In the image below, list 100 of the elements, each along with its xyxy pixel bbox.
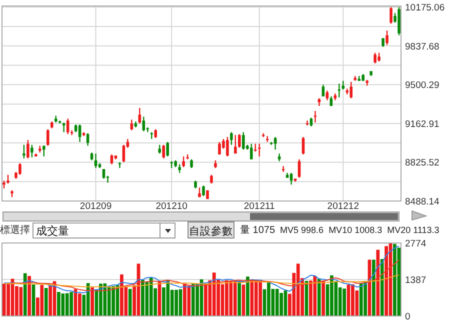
bar (296, 264, 300, 316)
candlestick (302, 136, 305, 156)
text: 標選擇 (0, 224, 30, 236)
y-tick-label: 10175.06 (405, 2, 445, 14)
bar (128, 288, 132, 316)
candlestick (322, 84, 325, 97)
text: MV20 1113.3 (387, 225, 440, 235)
bar (397, 248, 401, 316)
bar (57, 292, 60, 316)
bar (238, 280, 241, 316)
candlestick (30, 144, 34, 158)
bar (65, 293, 69, 316)
bar (204, 284, 208, 316)
line-series (8, 260, 400, 292)
candlestick (314, 110, 317, 124)
bar (364, 280, 367, 316)
candlestick (22, 144, 26, 159)
bar (280, 292, 283, 316)
candlestick (162, 144, 165, 159)
candlestick (62, 122, 66, 133)
bar (351, 284, 354, 316)
text: 自設參數 (189, 224, 233, 238)
bar (103, 283, 107, 316)
bar (376, 250, 380, 316)
bar (275, 288, 279, 316)
text: MV5 998.6 (280, 225, 324, 235)
candlestick (390, 6, 392, 24)
bar (86, 283, 90, 316)
bar (44, 288, 48, 316)
candlestick (46, 128, 50, 146)
candlestick (42, 145, 46, 158)
bar (229, 280, 233, 316)
bar (107, 286, 111, 316)
line-series (4, 274, 400, 288)
candlestick (350, 81, 353, 99)
candlestick (238, 134, 241, 148)
candlestick (298, 158, 301, 178)
candlestick (282, 165, 285, 173)
line-series (4, 246, 400, 294)
bar (330, 275, 334, 316)
candlestick (26, 139, 30, 159)
bar (183, 284, 186, 316)
y-tick-label: 9162.91 (405, 118, 440, 130)
bar (317, 278, 321, 316)
bar (99, 284, 102, 316)
bar (258, 280, 262, 316)
bar (359, 283, 363, 316)
bar (145, 282, 149, 316)
candlestick (138, 107, 142, 124)
bar (313, 276, 317, 316)
y-tick-label: 9500.29 (405, 80, 440, 92)
candlestick (274, 136, 277, 150)
candlestick (226, 136, 229, 158)
bar (112, 286, 115, 316)
bar (70, 292, 73, 316)
candlestick (230, 132, 233, 146)
bar (212, 272, 216, 316)
bar (384, 246, 388, 316)
candlestick (202, 184, 205, 197)
bar (393, 244, 396, 316)
text: MV10 1008.3 (328, 225, 382, 235)
y-tick-label: 8825.52 (405, 158, 440, 169)
candlestick (18, 162, 22, 176)
x-tick-label: 201211 (244, 201, 275, 212)
candlestick (166, 141, 169, 158)
bar (191, 284, 195, 316)
bar (322, 280, 325, 316)
bar (149, 278, 153, 316)
x-tick-label: 201212 (327, 201, 359, 212)
y-tick-label: 8488.14 (405, 196, 440, 208)
candlestick (130, 119, 134, 131)
text: 成交量 (36, 224, 69, 238)
y-tick-label: 2774 (405, 238, 426, 250)
candlestick (250, 143, 253, 160)
bar (187, 286, 191, 316)
bar (61, 294, 65, 316)
candlestick (326, 90, 329, 101)
candlestick (182, 156, 185, 168)
candlestick (218, 141, 221, 156)
bar (141, 280, 144, 316)
bar (233, 281, 237, 316)
bar (225, 280, 228, 316)
bar (250, 280, 254, 316)
bar (196, 284, 199, 316)
candlestick (386, 30, 388, 46)
bar (120, 274, 124, 316)
bar (254, 280, 258, 316)
candlestick (234, 134, 237, 154)
candlestick (102, 168, 106, 180)
candlestick (374, 52, 376, 64)
bar (246, 276, 250, 316)
bar (372, 260, 376, 316)
y-tick-label: 0 (405, 311, 410, 322)
bar (267, 282, 270, 316)
candlestick (258, 143, 261, 158)
bar (23, 273, 27, 316)
candlestick (242, 132, 245, 150)
text: 量 1075 (240, 225, 276, 236)
bar (342, 288, 346, 316)
bar (380, 259, 384, 316)
